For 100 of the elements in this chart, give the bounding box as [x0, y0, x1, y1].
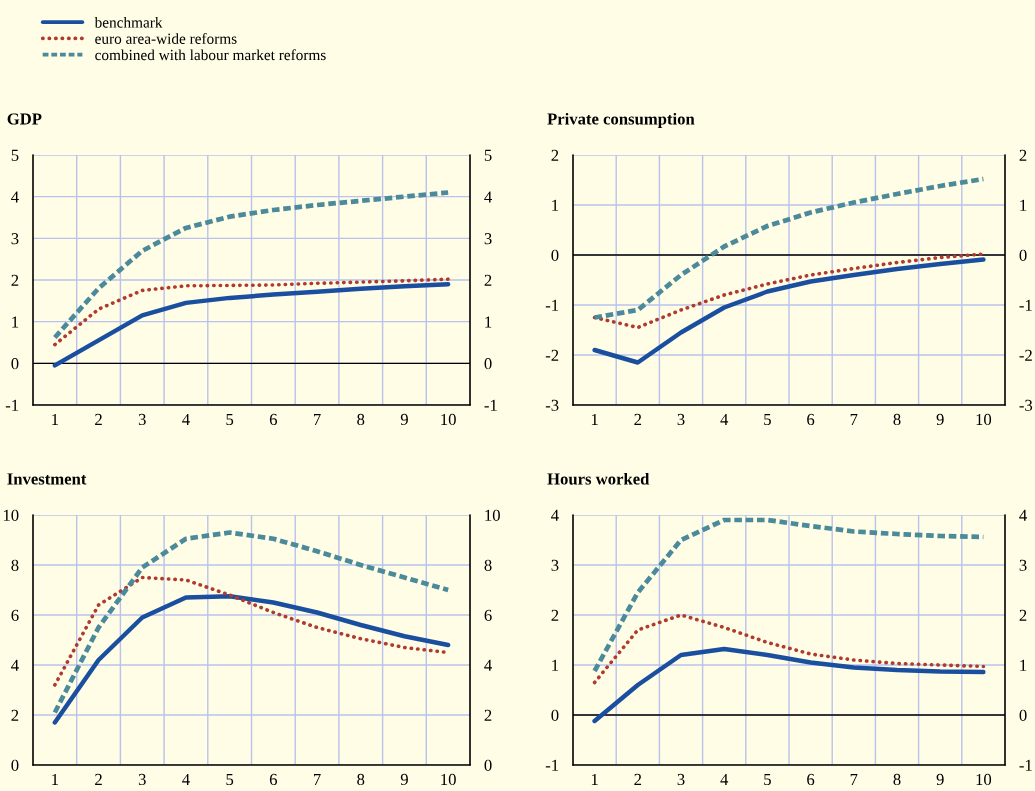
y2-tick-label: 6: [484, 609, 492, 621]
x-tick-label: 10: [976, 773, 992, 786]
y-tick-label: 2: [551, 149, 559, 161]
y2-tick-label: 0: [1019, 249, 1027, 261]
y2-tick-label: 10: [485, 509, 500, 521]
x-tick-label: 6: [269, 413, 278, 426]
legend-label: euro area-wide reforms: [95, 32, 237, 44]
x-tick-label: 6: [807, 413, 815, 426]
x-tick-label: 3: [677, 773, 685, 786]
y-tick-label: -1: [5, 399, 19, 411]
x-tick-label: 3: [138, 773, 146, 786]
x-tick-label: 8: [357, 773, 365, 786]
x-tick-label: 4: [720, 773, 729, 785]
x-tick-label: 8: [893, 773, 901, 786]
x-tick-label: 7: [313, 773, 321, 785]
y-tick-label: 4: [11, 659, 19, 671]
x-tick-label: 1: [52, 773, 59, 785]
y-tick-label: 0: [551, 709, 559, 721]
y2-tick-label: 0: [1019, 709, 1027, 721]
y2-tick-label: 2: [1019, 609, 1027, 621]
x-tick-label: 10: [441, 413, 456, 426]
y-tick-label: -1: [545, 299, 559, 311]
y-tick-label: 4: [11, 191, 19, 203]
y2-tick-label: -3: [1019, 399, 1033, 411]
y2-tick-label: -1: [1019, 759, 1032, 771]
y-tick-label: 0: [551, 249, 559, 261]
legend-label: benchmark: [94, 16, 163, 28]
x-tick-label: 5: [764, 413, 771, 426]
x-tick-label: 5: [226, 773, 234, 786]
y-tick-label: 2: [11, 274, 19, 286]
x-tick-label: 1: [591, 413, 598, 425]
y-tick-label: 1: [552, 199, 559, 211]
y2-tick-label: 4: [484, 659, 492, 671]
x-tick-label: 4: [720, 413, 729, 425]
y2-tick-label: 1: [1020, 199, 1027, 211]
chart-title: Private consumption: [547, 112, 695, 128]
y-tick-label: 3: [11, 233, 19, 245]
y-tick-label: 0: [11, 358, 19, 370]
x-tick-label: 1: [52, 413, 59, 425]
x-tick-label: 7: [313, 413, 321, 425]
y2-tick-label: 2: [484, 709, 492, 721]
y2-tick-label: 1: [485, 316, 492, 328]
y2-tick-label: -1: [1019, 299, 1032, 311]
y2-tick-label: 3: [1019, 559, 1027, 571]
y2-tick-label: 3: [484, 233, 492, 245]
y2-tick-label: 1: [1020, 659, 1027, 671]
x-tick-label: 8: [357, 413, 365, 426]
y-tick-label: 10: [3, 509, 19, 521]
y-tick-label: 4: [551, 509, 559, 521]
x-tick-label: 9: [400, 773, 408, 786]
chart-title: Investment: [7, 473, 87, 485]
y-tick-label: -1: [545, 759, 559, 771]
x-tick-label: 7: [850, 413, 858, 425]
x-tick-label: 2: [634, 413, 642, 425]
x-tick-label: 6: [807, 773, 815, 786]
y2-tick-label: 0: [484, 358, 492, 370]
line-series: [53, 277, 450, 347]
x-tick-label: 9: [400, 413, 408, 426]
y-tick-label: 2: [11, 709, 19, 721]
x-tick-label: 4: [182, 413, 190, 425]
y2-tick-label: 8: [484, 559, 492, 571]
chart-title: Hours worked: [547, 472, 650, 485]
x-tick-label: 7: [850, 773, 858, 785]
x-tick-label: 5: [226, 413, 234, 426]
legend-label: combined with labour market reforms: [95, 49, 326, 61]
y2-tick-label: 4: [484, 191, 492, 203]
y-tick-label: 1: [12, 316, 19, 328]
y2-tick-label: -2: [1019, 349, 1032, 361]
x-tick-label: 4: [182, 773, 190, 785]
y-tick-label: 8: [11, 559, 19, 571]
x-tick-label: 9: [936, 413, 944, 426]
x-tick-label: 2: [634, 773, 642, 785]
y2-tick-label: 5: [484, 149, 492, 161]
line-series: [592, 176, 986, 320]
line-series: [52, 281, 451, 368]
y-tick-label: -3: [545, 399, 559, 411]
line-series: [592, 257, 986, 365]
y-tick-label: 5: [11, 149, 19, 161]
y-tick-label: 6: [11, 609, 19, 621]
x-tick-label: 6: [269, 773, 278, 786]
line-series: [52, 594, 451, 725]
y2-tick-label: -1: [484, 399, 497, 411]
x-tick-label: 1: [591, 773, 598, 785]
y-tick-label: 0: [11, 759, 19, 771]
line-series: [52, 190, 451, 340]
x-tick-label: 2: [95, 413, 102, 425]
x-tick-label: 8: [893, 413, 901, 426]
x-tick-label: 10: [976, 413, 992, 426]
x-tick-label: 10: [441, 773, 456, 786]
x-tick-label: 5: [764, 773, 771, 786]
x-tick-label: 9: [936, 773, 944, 786]
y2-tick-label: 4: [1019, 509, 1027, 521]
y-tick-label: -2: [545, 349, 559, 361]
line-series: [592, 646, 986, 724]
x-tick-label: 2: [95, 773, 102, 785]
y-tick-label: 1: [552, 659, 559, 671]
y2-tick-label: 2: [1019, 149, 1027, 161]
chart-title: GDP: [7, 113, 42, 125]
line-series: [592, 613, 986, 685]
line-series: [52, 530, 451, 715]
